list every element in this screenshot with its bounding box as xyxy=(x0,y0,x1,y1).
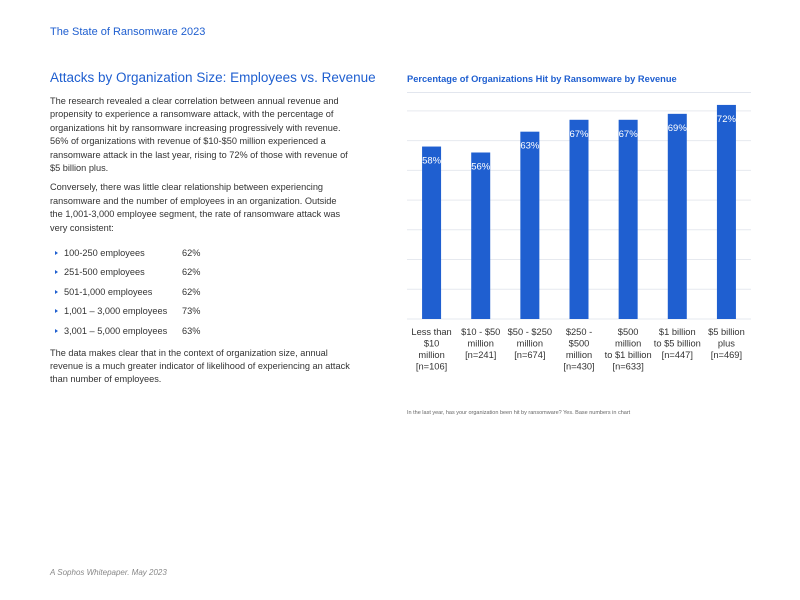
category-tick-label: $500 xyxy=(618,327,639,337)
employee-range-label: 3,001 – 5,000 employees xyxy=(64,325,168,336)
category-tick-label: $5 billion xyxy=(708,327,745,337)
employee-range-value: 73% xyxy=(182,306,201,317)
category-tick-label: [n=674] xyxy=(514,350,545,360)
category-tick-label: Less than xyxy=(411,327,451,337)
category-tick-label: $50 - $250 xyxy=(508,327,552,337)
bar-value-label: 67% xyxy=(569,129,589,140)
bar-value-label: 72% xyxy=(717,114,737,125)
category-tick-label: [n=469] xyxy=(711,350,742,360)
chart-footnote: In the last year, has your organization … xyxy=(407,410,631,416)
text-column: Attacks by Organization Size: Employees … xyxy=(50,70,376,393)
list-item: 501-1,000 employees 62% xyxy=(50,282,350,302)
bar-value-label: 67% xyxy=(619,129,639,140)
bar-value-label: 56% xyxy=(471,161,491,172)
category-tick-label: [n=633] xyxy=(613,362,644,372)
employee-range-label: 1,001 – 3,000 employees xyxy=(64,306,168,317)
category-tick-label: million xyxy=(566,350,592,360)
paragraph-employees: Conversely, there was little clear relat… xyxy=(50,182,341,233)
category-tick-label: plus xyxy=(718,339,735,349)
category-tick-label: million xyxy=(517,339,543,349)
employee-range-value: 62% xyxy=(182,247,201,258)
chart-bar xyxy=(667,113,687,319)
category-tick-label: $10 xyxy=(424,339,440,349)
chart-divider xyxy=(407,92,751,93)
category-tick-label: [n=106] xyxy=(416,362,447,372)
category-tick-label: to $1 billion xyxy=(605,350,652,360)
bullet-arrow-icon xyxy=(55,309,58,314)
employee-range-label: 100-250 employees xyxy=(64,247,145,258)
chart-bar xyxy=(569,119,589,319)
chart-title: Percentage of Organizations Hit by Ranso… xyxy=(407,74,677,84)
bullet-arrow-icon xyxy=(55,270,58,275)
category-tick-label: [n=241] xyxy=(465,350,496,360)
chart-bar xyxy=(618,119,638,319)
category-tick-label: $10 - $50 xyxy=(461,327,500,337)
category-tick-label: million xyxy=(615,339,641,349)
page-footer: A Sophos Whitepaper. May 2023 xyxy=(50,568,167,577)
bar-value-label: 58% xyxy=(422,156,442,167)
list-item: 100-250 employees 62% xyxy=(50,243,350,263)
document-header-title: The State of Ransomware 2023 xyxy=(50,26,206,38)
chart-bar xyxy=(471,152,491,319)
category-tick-label: $250 - xyxy=(566,327,592,337)
list-item: 251-500 employees 62% xyxy=(50,263,350,283)
paragraph-revenue: The research revealed a clear correlatio… xyxy=(50,96,348,174)
bullet-arrow-icon xyxy=(55,328,58,333)
employee-range-value: 63% xyxy=(182,325,201,336)
chart-bar xyxy=(716,104,736,319)
employee-range-value: 62% xyxy=(182,286,201,297)
category-tick-label: to $5 billion xyxy=(654,339,701,349)
chart-bar xyxy=(422,146,442,319)
category-tick-label: [n=447] xyxy=(662,350,693,360)
chart-bar xyxy=(520,131,540,319)
bar-value-label: 69% xyxy=(668,123,688,134)
category-tick-label: [n=430] xyxy=(563,362,594,372)
paragraph-conclusion: The data makes clear that in the context… xyxy=(50,347,350,385)
category-tick-label: $1 billion xyxy=(659,327,696,337)
employee-range-value: 62% xyxy=(182,267,201,278)
bullet-arrow-icon xyxy=(55,250,58,255)
category-tick-label: $500 xyxy=(569,339,590,349)
bar-value-label: 63% xyxy=(520,141,540,152)
category-tick-label: million xyxy=(468,339,494,349)
employee-range-label: 501-1,000 employees xyxy=(64,286,153,297)
bullet-arrow-icon xyxy=(55,289,58,294)
list-item: 3,001 – 5,000 employees 63% xyxy=(50,321,350,341)
list-item: 1,001 – 3,000 employees 73% xyxy=(50,302,350,322)
employee-list: 100-250 employees 62% 251-500 employees … xyxy=(50,243,350,341)
section-title: Attacks by Organization Size: Employees … xyxy=(50,70,376,85)
employee-range-label: 251-500 employees xyxy=(64,267,145,278)
category-tick-label: million xyxy=(418,350,444,360)
